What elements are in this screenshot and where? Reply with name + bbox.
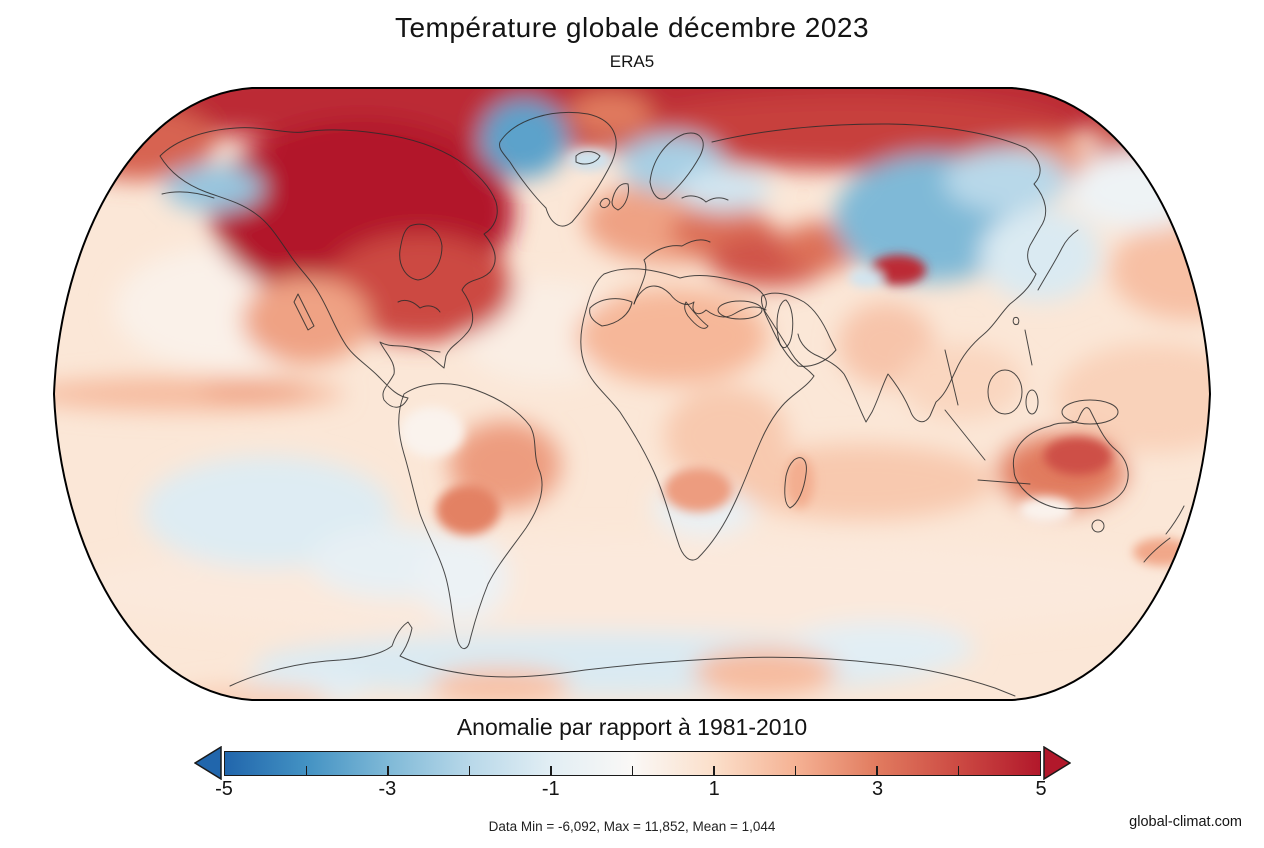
anomaly-region-central-africa-warm (664, 386, 788, 486)
anomaly-region-australia-core-hot (1044, 437, 1112, 475)
colorbar-tick (468, 766, 471, 775)
coast-mediterranean-east (633, 285, 767, 318)
world-anomaly-map (52, 87, 1212, 701)
colorbar-tick (550, 766, 552, 775)
colorbar-tick (957, 766, 960, 775)
anomaly-region-us-west-warm (242, 276, 370, 364)
figure-subtitle: ERA5 (609, 52, 655, 71)
colorbar-tick-labels: -5 -3 -1 1 3 5 (215, 778, 1046, 802)
anomaly-region-new-zealand-warm (1133, 538, 1191, 566)
coast-baja (293, 293, 315, 331)
colorbar-label: -3 (378, 778, 397, 800)
anomaly-region-el-nino-core (200, 381, 310, 401)
anomaly-region-iceland-cool (569, 149, 611, 171)
coast-black-sea (717, 300, 763, 320)
coast-iceland (575, 151, 601, 165)
coast-new-guinea (1061, 399, 1119, 425)
coastlines (159, 111, 1185, 697)
coast-italy (684, 301, 709, 329)
colorbar-tick (305, 766, 308, 775)
anomaly-region-tibet-cool-spot (849, 269, 883, 287)
coast-philippines (1024, 329, 1033, 366)
anomaly-region-ne-china-cool (980, 209, 1100, 301)
figure-title: Température globale décembre 2023 (394, 12, 870, 43)
anomaly-region-south-australia-neutral (1019, 497, 1073, 523)
coast-britain (611, 183, 629, 211)
coast-sulawesi (1025, 389, 1039, 415)
coast-baltic (681, 195, 729, 203)
anomaly-region-canada-us-hot (326, 234, 514, 342)
colorbar-label: -5 (215, 778, 233, 800)
colorbar-label: 5 (1035, 778, 1047, 800)
coast-greenland (499, 111, 617, 227)
colorbar-left-arrow (194, 746, 222, 780)
colorbar-label: 3 (872, 778, 884, 800)
anomaly-region-east-greenland-hot (568, 92, 652, 136)
coast-antarctica (229, 621, 1016, 697)
anomaly-region-baffin-bay-cold (480, 98, 568, 178)
anomaly-region-sahara-warm (576, 288, 768, 384)
coast-iberia (589, 298, 633, 327)
colorbar-tick (631, 766, 634, 775)
anomaly-region-patagonia-cool (416, 533, 508, 621)
anomaly-region-tibet-hot (870, 255, 926, 285)
anomaly-region-nw-pacific-cool (1070, 150, 1210, 230)
map-outline (52, 87, 1212, 701)
coast-java (977, 479, 1031, 485)
anomaly-region-brazil-interior-hot (436, 485, 500, 535)
coast-ireland (599, 197, 611, 209)
anomaly-region-se-asia-warm (900, 344, 1024, 420)
anomaly-region-madagascar-warm (786, 456, 814, 508)
coast-madagascar (784, 457, 807, 509)
coast-south-america (398, 383, 543, 649)
coast-tasmania (1091, 519, 1105, 533)
coast-new-zealand (1143, 505, 1185, 563)
colorbar-right-arrow (1043, 746, 1071, 780)
coast-borneo (987, 369, 1023, 415)
coast-north-america (159, 127, 498, 408)
anomaly-region-antarctic-cool-east (785, 622, 975, 674)
anomaly-field-fine (400, 149, 1191, 566)
anomaly-region-baltic-russia-cool (678, 168, 770, 212)
anomaly-region-amazon-west-neutral (400, 407, 464, 457)
coast-scandinavia (649, 132, 704, 200)
coast-great-lakes (397, 299, 441, 313)
credit-text: global-climat.com (1129, 814, 1242, 830)
coast-taiwan (1012, 317, 1020, 325)
coast-arabia (761, 292, 837, 367)
anomaly-region-siberia-arctic-hot (625, 94, 1075, 170)
colorbar-label: 1 (708, 778, 720, 800)
coast-aleutians (161, 191, 215, 199)
colorbar-tick (876, 766, 878, 775)
coast-malay (944, 349, 959, 406)
anomaly-region-ross-sector-warm (693, 648, 837, 696)
colorbar-tick (713, 766, 715, 775)
coast-australia (1012, 407, 1129, 510)
coast-eurasia-north-east (711, 123, 1047, 423)
colorbar-gradient (224, 751, 1041, 776)
anomaly-region-peninsula-sector-warm (430, 668, 570, 700)
data-stats: Data Min = -6,092, Max = 11,852, Mean = … (488, 819, 776, 834)
colorbar-tick (387, 766, 389, 775)
colorbar-label: -1 (541, 778, 560, 800)
coast-europe-atlantic (633, 239, 711, 305)
anomaly-region-north-pacific-warm-east (1110, 220, 1210, 320)
coast-hudson-bay (399, 223, 443, 281)
anomaly-region-south-africa-hot (664, 468, 732, 512)
coast-africa (580, 268, 815, 561)
colorbar-title: Anomalie par rapport à 1981-2010 (456, 714, 808, 740)
coast-cuba (413, 347, 441, 353)
coast-japan (1037, 229, 1079, 291)
coast-sumatra (944, 409, 986, 461)
anomaly-region-alaska-cold (164, 165, 264, 211)
anomaly-region-west-pacific-warm (1055, 343, 1210, 453)
anomaly-region-east-siberia-cold (944, 148, 1068, 212)
colorbar-tick (794, 766, 797, 775)
